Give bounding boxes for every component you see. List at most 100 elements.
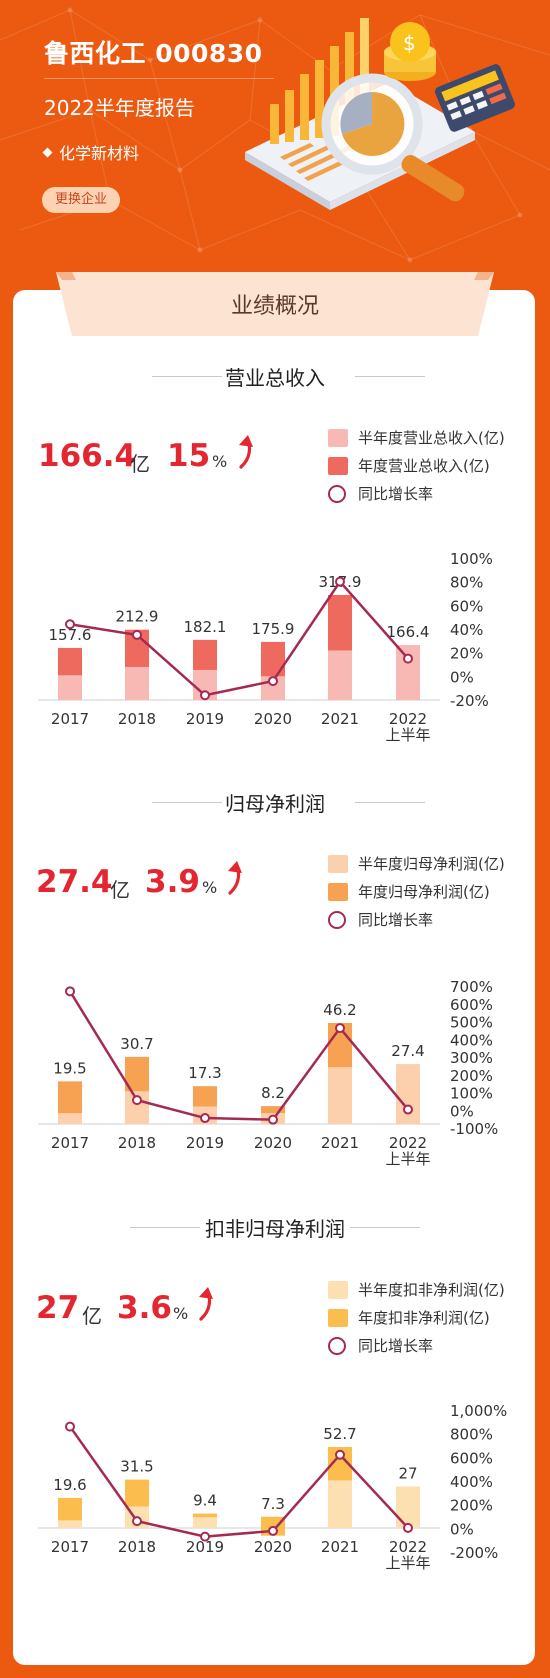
kpi-unit-deducted: 亿 (82, 1304, 102, 1328)
legend-half-netprofit: 半年度归母净利润(亿) (328, 854, 505, 874)
growth-point-2 (200, 1531, 210, 1542)
bar-value-label-0: 19.5 (53, 1059, 86, 1077)
x-tick-label-4: 2021 (321, 710, 359, 728)
legend-label-annual: 年度归母净利润(亿) (358, 883, 490, 901)
bar-half-0 (58, 675, 82, 700)
growth-point-4 (335, 1023, 345, 1034)
bar-half-4 (328, 650, 352, 700)
bar-value-label-5: 166.4 (387, 623, 430, 641)
x-tick-label-5: 上半年 (385, 1554, 430, 1572)
sector-label: 化学新材料 (42, 140, 139, 164)
kpi-unit-netprofit: 亿 (110, 878, 130, 902)
title-line-right (355, 376, 425, 377)
growth-rate-line (69, 579, 409, 697)
bar-value-label-3: 7.3 (261, 1495, 285, 1513)
y-right-tick-label: -20% (450, 692, 489, 710)
revenue-chart: 157.62017212.92018182.12019175.92020317.… (38, 550, 493, 744)
diamond-icon (42, 147, 53, 158)
y-right-tick-label: -200% (450, 1544, 498, 1562)
x-tick-label-4: 2021 (321, 1134, 359, 1152)
growth-point-2 (200, 1113, 210, 1124)
legend-swatch-half (328, 1281, 348, 1299)
chart-title-netprofit: 归母净利润 (225, 792, 325, 816)
chart-title-revenue: 营业总收入 (225, 366, 325, 390)
y-right-tick-label: 80% (450, 574, 483, 592)
bar-half-5 (396, 1486, 420, 1528)
x-tick-label-4: 2021 (321, 1538, 359, 1556)
y-right-tick-label: 0% (450, 1102, 474, 1120)
bar-half-5 (396, 1064, 420, 1124)
title-line-right (350, 1227, 420, 1228)
growth-point-4 (335, 576, 345, 587)
y-right-tick-label: 200% (450, 1497, 493, 1515)
section-ribbon (56, 272, 494, 336)
legend-swatch-annual (328, 883, 348, 901)
growth-point-1 (132, 629, 142, 640)
bar-half-1 (125, 666, 149, 700)
x-tick-label-5: 2022 (389, 710, 427, 728)
svg-text:$: $ (403, 31, 416, 55)
y-right-tick-label: 400% (450, 1473, 493, 1491)
bar-half-2 (193, 1517, 217, 1528)
x-tick-label-1: 2018 (118, 710, 156, 728)
legend-swatch-half (328, 429, 348, 447)
legend-growth-netprofit: 同比增长率 (328, 910, 434, 930)
growth-point-3 (268, 676, 278, 687)
growth-point-2 (200, 690, 210, 701)
growth-point-3 (268, 1525, 278, 1536)
title-line-left (152, 376, 222, 377)
growth-point-5 (403, 1104, 413, 1115)
title-divider (44, 78, 274, 79)
growth-rate-line (68, 1425, 409, 1538)
kpi-growth-unit-revenue: % (212, 452, 228, 471)
y-right-tick-label: 100% (450, 550, 493, 568)
netprofit-chart: 19.5 2017 30.7 2018 17.3 2019 8.2 2020 46.2 2021 2… (38, 978, 498, 1168)
bar-value-label-3: 8.2 (261, 1084, 285, 1102)
x-tick-label-0: 2017 (51, 710, 89, 728)
y-right-tick-label: 400% (450, 1031, 493, 1049)
x-tick-label-2: 2019 (186, 1134, 224, 1152)
change-company-button[interactable]: 更换企业 (42, 187, 120, 213)
up-arrow-icon (199, 1287, 213, 1321)
legend-growth-deducted: 同比增长率 (328, 1336, 433, 1356)
legend-growth-revenue: 同比增长率 (328, 484, 433, 504)
y-right-tick-label: 600% (450, 1449, 493, 1467)
bar-half-4 (328, 1067, 352, 1124)
legend-annual-netprofit: 年度归母净利润(亿) (328, 882, 490, 902)
x-tick-label-1: 2018 (118, 1538, 156, 1556)
bar-value-label-2: 9.4 (193, 1492, 217, 1510)
performance-card (13, 290, 535, 1665)
bar-value-label-2: 182.1 (184, 618, 227, 636)
kpi-value-netprofit: 27.4 (36, 864, 113, 900)
legend-annual-revenue: 年度营业总收入(亿) (328, 456, 490, 476)
x-tick-label-2: 2019 (186, 1538, 224, 1556)
bar-value-label-0: 19.6 (53, 1476, 86, 1494)
legend-swatch-annual (328, 457, 348, 475)
growth-point-3 (268, 1114, 278, 1125)
report-subtitle: 2022半年度报告 (44, 96, 195, 120)
kpi-value-revenue: 166.4 (38, 438, 137, 474)
legend-ring-growth (328, 1337, 346, 1355)
legend-label-half: 半年度营业总收入(亿) (358, 429, 505, 447)
x-tick-label-3: 2020 (254, 1134, 292, 1152)
x-tick-label-5: 2022 (389, 1134, 427, 1152)
growth-point-5 (403, 653, 413, 664)
bar-value-label-1: 30.7 (120, 1035, 153, 1053)
legend-label-growth: 同比增长率 (358, 911, 434, 929)
y-right-tick-label: 200% (450, 1067, 493, 1085)
bar-half-0 (58, 1113, 82, 1124)
x-tick-label-5: 上半年 (385, 726, 430, 744)
bar-value-label-5: 27 (398, 1465, 417, 1483)
legend-label-annual: 年度营业总收入(亿) (358, 457, 490, 475)
company-title: 鲁西化工 000830 (44, 39, 263, 68)
x-tick-label-0: 2017 (51, 1134, 89, 1152)
growth-point-4 (335, 1449, 345, 1460)
section-banner-title: 业绩概况 (230, 294, 319, 319)
growth-point-1 (132, 1095, 142, 1106)
growth-point-0 (65, 1421, 75, 1432)
title-line-left (130, 1227, 200, 1228)
title-line-left (152, 802, 222, 803)
y-right-tick-label: 0% (450, 668, 474, 686)
bar-half-5 (396, 645, 420, 700)
y-right-tick-label: 0% (450, 1520, 474, 1538)
